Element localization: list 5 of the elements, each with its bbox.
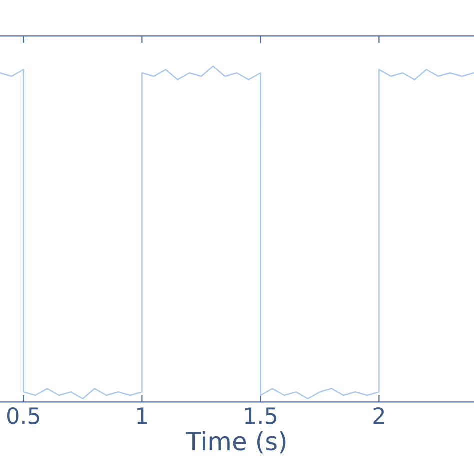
x-tick-label: 1: [138, 408, 148, 424]
x-tick-label: 0.5: [7, 407, 40, 424]
x-tick-label: 1.5: [245, 408, 276, 424]
x-axis-title: Time (s): [186, 431, 286, 454]
x-tick-label: 2: [374, 407, 384, 424]
